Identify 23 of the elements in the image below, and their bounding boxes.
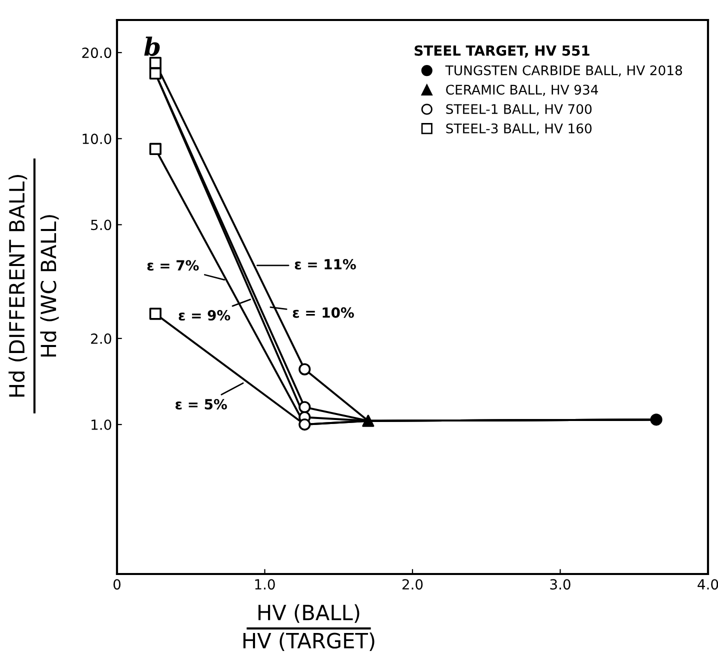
annotation: ε = 7%	[147, 260, 199, 271]
y-tick-label: 5.0	[91, 220, 112, 230]
legend-label: STEEL-1 BALL, HV 700	[446, 104, 592, 116]
legend-label: TUNGSTEN CARBIDE BALL, HV 2018	[445, 65, 682, 77]
x-tick-label: 2.0	[402, 579, 423, 590]
legend-label: CERAMIC BALL, HV 934	[446, 84, 598, 96]
legend-title: STEEL TARGET, HV 551	[414, 45, 590, 58]
y-tick-label: 10.0	[82, 134, 112, 144]
legend-label: STEEL-3 BALL, HV 160	[446, 123, 592, 135]
x-tick-label: 1.0	[255, 579, 275, 590]
x-tick-label: 4.0	[698, 579, 718, 590]
x-tick-label: 0	[113, 579, 120, 590]
y-tick-label: 20.0	[82, 48, 112, 58]
x-tick-label: 3.0	[550, 579, 570, 590]
annotation: ε = 5%	[176, 398, 227, 410]
annotation: ε = 9%	[178, 310, 230, 321]
annotation: b	[144, 36, 160, 56]
y-axis-title: Hd (DIFFERENT BALL) Hd (WC BALL)	[8, 175, 59, 397]
annotation: ε = 11%	[294, 259, 356, 270]
y-tick-label: 2.0	[91, 333, 112, 344]
y-tick-label: 1.0	[92, 419, 112, 430]
annotation: ε = 10%	[292, 307, 354, 318]
x-axis-title: HV (BALL) HV (TARGET)	[243, 604, 374, 651]
